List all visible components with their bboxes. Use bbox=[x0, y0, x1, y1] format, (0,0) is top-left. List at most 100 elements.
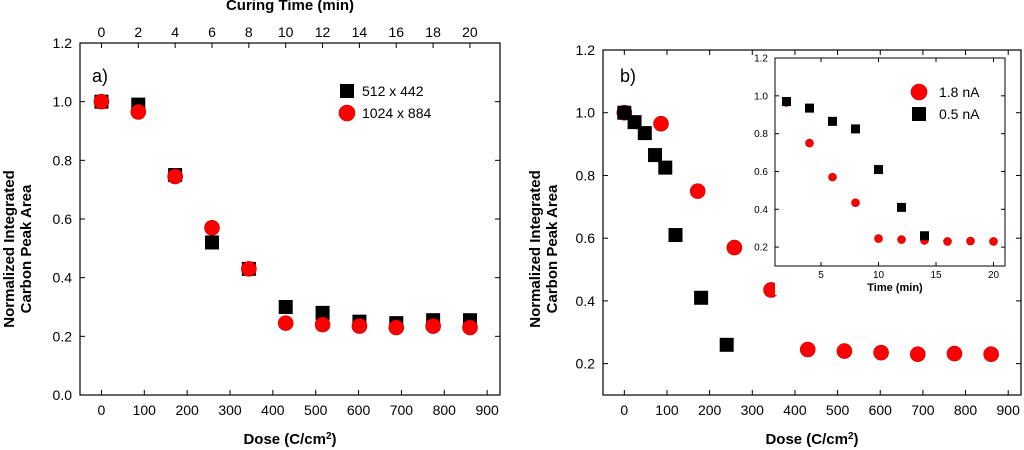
b-y-tick-label: 0.2 bbox=[576, 356, 596, 372]
b-x-tick-label: 700 bbox=[911, 402, 935, 418]
a-y-axis-title: Normalized IntegratedCarbon Peak Area bbox=[1, 170, 35, 328]
inset-series-0-point bbox=[943, 237, 952, 246]
a-series-1-point bbox=[241, 261, 257, 277]
a-y-tick-label: 0.6 bbox=[53, 211, 73, 227]
a-panel-label: a) bbox=[92, 66, 108, 86]
inset-series-1-point bbox=[920, 231, 929, 241]
b-series-0-point bbox=[909, 346, 926, 363]
b-series-0-point bbox=[653, 115, 669, 132]
b-series-0-point bbox=[689, 183, 706, 199]
inset-series-0-point bbox=[828, 172, 837, 182]
a-top-tick-label: 2 bbox=[134, 24, 142, 40]
inset-legend-marker-0 bbox=[910, 83, 928, 101]
b-series-0-point bbox=[983, 346, 999, 363]
a-legend-marker-1 bbox=[338, 104, 356, 122]
b-y-tick-label: 0.4 bbox=[576, 293, 596, 309]
inset-series-0-point bbox=[805, 138, 814, 148]
inset-y-tick-label: 0.2 bbox=[754, 243, 768, 254]
b-series-1-point bbox=[627, 115, 642, 130]
a-top-tick-label: 0 bbox=[98, 24, 106, 40]
inset-y-tick-label: 0.4 bbox=[754, 205, 768, 216]
inset-x-tick-label: 10 bbox=[873, 270, 885, 281]
inset-series-1-point bbox=[851, 124, 860, 134]
inset-y-tick-label: 1.0 bbox=[754, 91, 768, 102]
a-series-0-point bbox=[278, 300, 293, 314]
a-top-tick-label: 18 bbox=[425, 24, 441, 40]
b-y-tick-label: 0.6 bbox=[576, 230, 596, 246]
b-inset-background bbox=[775, 55, 1015, 295]
b-x-tick-label: 400 bbox=[783, 402, 807, 418]
a-x-axis-title: Dose (C/cm2) bbox=[243, 431, 336, 449]
a-x-tick-label: 400 bbox=[261, 402, 285, 418]
inset-y-tick-label: 0.8 bbox=[754, 129, 768, 140]
a-y-tick-label: 0.8 bbox=[53, 152, 73, 168]
a-x-tick-label: 100 bbox=[133, 402, 157, 418]
inset-frame bbox=[774, 57, 1006, 267]
a-legend-label-0: 512 x 442 bbox=[362, 83, 424, 99]
b-x-tick-label: 100 bbox=[655, 402, 679, 418]
a-x-tick-label: 0 bbox=[98, 402, 106, 418]
a-top-tick-label: 16 bbox=[388, 24, 404, 40]
b-series-0-point bbox=[799, 341, 816, 358]
a-series-1-point bbox=[130, 104, 147, 120]
a-x-tick-label: 800 bbox=[433, 402, 457, 418]
a-series-1-point bbox=[351, 318, 368, 334]
inset-x-tick-label: 15 bbox=[930, 270, 942, 281]
a-series-0-point bbox=[315, 305, 330, 320]
panel-a: 0 100 200 300 400 500 600 700 800 9000.00.20.40.6… bbox=[1, 0, 501, 449]
b-x-tick-label: 500 bbox=[826, 402, 850, 418]
a-x-tick-label: 600 bbox=[347, 402, 371, 418]
a-series-1-point bbox=[425, 318, 441, 334]
inset-series-1-point bbox=[805, 103, 814, 113]
a-y-tick-label: 0.4 bbox=[53, 270, 73, 286]
a-top-tick-label: 4 bbox=[171, 24, 179, 40]
inset-series-1-point bbox=[782, 96, 791, 106]
inset-series-0-point bbox=[966, 236, 975, 246]
b-series-0-point bbox=[726, 239, 743, 256]
a-legend-label-1: 1024 x 884 bbox=[362, 105, 431, 121]
b-series-1-point bbox=[648, 148, 663, 163]
inset-legend-label-0: 1.8 nA bbox=[939, 84, 980, 100]
a-top-tick-label: 10 bbox=[278, 24, 294, 40]
b-x-tick-label: 600 bbox=[869, 402, 893, 418]
b-y-tick-label: 1.2 bbox=[576, 42, 596, 58]
b-inset: 5 10 15 20 0.2 0.4 0.6 0.8 1.0 1.2 Time (min) 1.8 n… bbox=[754, 54, 1015, 295]
a-x-tick-label: 900 bbox=[475, 402, 499, 418]
a-series-1-point bbox=[277, 315, 294, 331]
inset-y-tick-label: 0.6 bbox=[754, 167, 768, 178]
inset-x-tick-label: 5 bbox=[818, 270, 824, 281]
b-series-1-point bbox=[694, 290, 709, 305]
inset-legend-label-1: 0.5 nA bbox=[939, 106, 980, 122]
inset-legend-marker-1 bbox=[912, 107, 926, 121]
a-y-tick-label: 1.2 bbox=[53, 35, 73, 51]
inset-x-axis-title: Time (min) bbox=[867, 282, 923, 294]
a-legend-marker-0 bbox=[340, 84, 354, 98]
inset-series-1-point bbox=[874, 165, 883, 175]
a-top-tick-label: 6 bbox=[208, 24, 216, 40]
b-x-tick-label: 300 bbox=[741, 402, 765, 418]
a-y-tick-label: 1.0 bbox=[53, 94, 73, 110]
a-y-tick-label: 0.0 bbox=[53, 387, 73, 403]
inset-x-tick-label: 20 bbox=[988, 270, 1000, 281]
a-y-tick-label: 0.2 bbox=[53, 328, 73, 344]
a-series-0-point bbox=[205, 235, 219, 250]
a-x-tick-label: 700 bbox=[390, 402, 414, 418]
inset-y-tick-label: 1.2 bbox=[754, 54, 768, 65]
b-series-1-point bbox=[668, 228, 683, 243]
a-series-1-point bbox=[167, 168, 183, 185]
b-x-tick-label: 900 bbox=[997, 402, 1021, 418]
a-series-1-point bbox=[93, 93, 110, 110]
inset-series-0-point bbox=[897, 235, 906, 244]
inset-series-1-point bbox=[897, 202, 906, 212]
b-x-tick-label: 0 bbox=[620, 402, 628, 418]
inset-series-0-point bbox=[989, 237, 998, 246]
a-series-1-point bbox=[314, 316, 331, 333]
b-series-0-point bbox=[946, 345, 963, 362]
b-series-1-point bbox=[658, 160, 673, 175]
a-top-tick-label: 20 bbox=[462, 24, 478, 40]
a-top-tick-label: 14 bbox=[352, 24, 368, 40]
b-frame bbox=[602, 49, 1022, 396]
a-top-tick-label: 8 bbox=[245, 24, 253, 40]
b-x-tick-label: 800 bbox=[954, 402, 978, 418]
